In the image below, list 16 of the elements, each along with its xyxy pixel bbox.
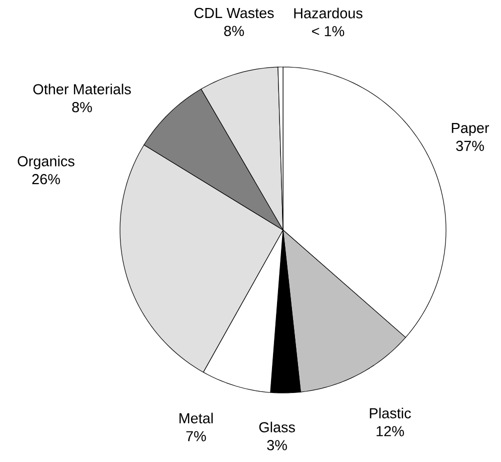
data-label: < 1% — [312, 26, 344, 36]
data-label: 26% — [32, 174, 60, 184]
data-label: 8% — [224, 26, 244, 36]
slice-label: Paper — [452, 122, 490, 136]
slice-label: Glass — [259, 422, 295, 432]
slice-label: Organics — [18, 156, 74, 170]
data-label: 8% — [72, 102, 92, 112]
slice-label: Plastic — [370, 408, 411, 418]
slice-label: CDL Wastes — [194, 8, 274, 18]
data-label: 7% — [186, 431, 206, 442]
data-label: 12% — [376, 426, 404, 436]
data-label: 3% — [267, 440, 287, 450]
slice-label: Hazardous — [294, 8, 362, 18]
slice-label: Metal — [180, 412, 213, 424]
data-label: 37% — [456, 140, 484, 151]
slice-label: Other Materials — [33, 84, 131, 94]
